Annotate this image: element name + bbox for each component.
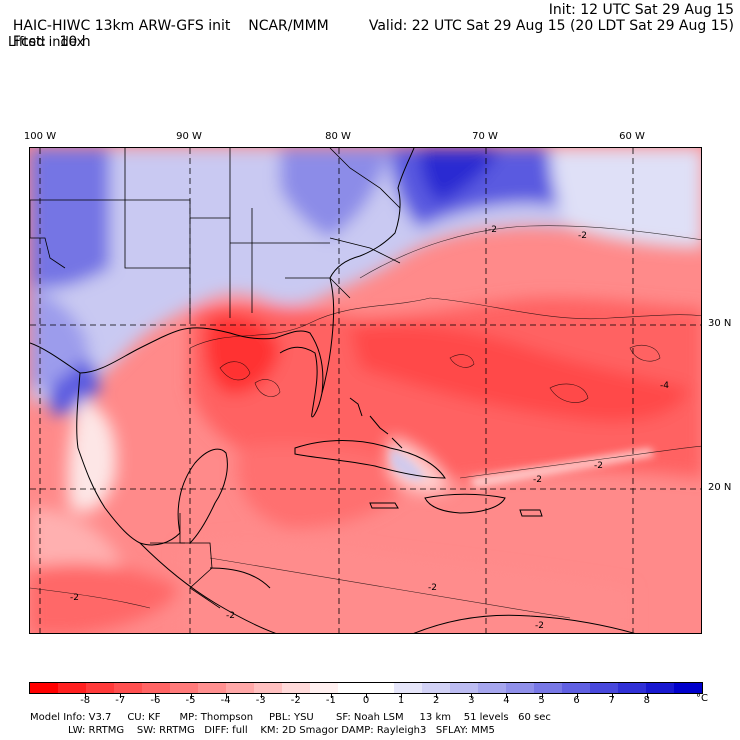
colorbar-tick-label: 3 xyxy=(468,695,475,706)
contour-label: -2 xyxy=(533,475,542,485)
colorbar-tick xyxy=(576,694,578,698)
model-info-line1: Model Info: V3.7 CU: KF MP: Thompson PBL… xyxy=(30,712,551,723)
colorbar-segment xyxy=(86,683,114,693)
colorbar-tick xyxy=(120,694,122,698)
colorbar-tick-label: -6 xyxy=(150,695,161,706)
colorbar-segment xyxy=(114,683,142,693)
colorbar-tick-label: -3 xyxy=(255,695,266,706)
lon-label-70w: 70 W xyxy=(472,131,498,142)
lat-label-30n: 30 N xyxy=(708,318,732,329)
map-canvas: -2 -2 -2 -2 -4 -2 -2 -2 -2 xyxy=(30,148,701,633)
colorbar-tick-label: 7 xyxy=(608,695,615,706)
colorbar-tick-label: -5 xyxy=(185,695,196,706)
colorbar-tick xyxy=(436,694,438,698)
colorbar-tick-label: -7 xyxy=(115,695,126,706)
shaded-field xyxy=(30,148,701,633)
colorbar-segment xyxy=(226,683,254,693)
colorbar-tick xyxy=(366,694,367,698)
colorbar-tick-label: 6 xyxy=(573,695,580,706)
colorbar-segment xyxy=(646,683,674,693)
colorbar-unit: °C xyxy=(696,693,708,704)
colorbar-segment xyxy=(506,683,534,693)
colorbar-segment xyxy=(30,683,58,693)
colorbar-segment xyxy=(674,683,702,693)
lon-label-80w: 80 W xyxy=(325,131,351,142)
colorbar-tick xyxy=(611,694,613,698)
colorbar-tick xyxy=(155,694,157,698)
colorbar-tick-label: -8 xyxy=(80,695,91,706)
colorbar-tick xyxy=(401,694,403,698)
lon-label-100w: 100 W xyxy=(23,131,57,142)
colorbar-segment xyxy=(450,683,478,693)
colorbar-segment xyxy=(590,683,618,693)
colorbar-segment xyxy=(58,683,86,693)
colorbar-segment xyxy=(366,683,394,693)
lat-label-20n: 20 N xyxy=(708,482,732,493)
contour-label: -2 xyxy=(226,611,235,621)
colorbar-tick-label: 4 xyxy=(503,695,510,706)
colorbar-segment xyxy=(142,683,170,693)
colorbar-tick xyxy=(190,694,192,698)
colorbar-segment xyxy=(478,683,506,693)
colorbar-tick xyxy=(85,694,87,698)
colorbar-segment xyxy=(394,683,422,693)
colorbar-segment xyxy=(618,683,646,693)
colorbar-segment xyxy=(338,683,366,693)
contour-label: -2 xyxy=(578,231,587,241)
contour-label: -2 xyxy=(535,621,544,631)
lon-label-60w: 60 W xyxy=(619,131,645,142)
colorbar-tick xyxy=(295,694,297,698)
colorbar-tick xyxy=(541,694,543,698)
colorbar-segment xyxy=(282,683,310,693)
colorbar-tick xyxy=(330,694,332,698)
colorbar-segment xyxy=(562,683,590,693)
colorbar-segment xyxy=(310,683,338,693)
model-title: HAIC-HIWC 13km ARW-GFS init NCAR/MMM xyxy=(12,18,329,34)
colorbar-segment xyxy=(170,683,198,693)
valid-time: Valid: 22 UTC Sat 29 Aug 15 (20 LDT Sat … xyxy=(368,18,734,34)
field-name: Lifted index xyxy=(8,35,85,50)
colorbar-tick xyxy=(260,694,262,698)
colorbar-tick xyxy=(471,694,473,698)
colorbar-tick-label: 5 xyxy=(538,695,545,706)
graticule xyxy=(30,148,701,633)
colorbar-tick-label: -4 xyxy=(220,695,231,706)
coastlines xyxy=(30,148,635,633)
contour-label: -4 xyxy=(660,381,669,391)
contour-label: -2 xyxy=(488,225,497,235)
init-time: Init: 12 UTC Sat 29 Aug 15 xyxy=(548,2,734,18)
colorbar-tick-label: 0 xyxy=(362,695,370,706)
contour-label-group: -2 -2 -2 -2 -4 -2 -2 -2 -2 xyxy=(70,225,669,631)
colorbar-tick-label: 2 xyxy=(433,695,440,706)
colorbar-segment xyxy=(254,683,282,693)
colorbar-segment xyxy=(422,683,450,693)
colorbar-tick-label: -1 xyxy=(325,695,336,706)
colorbar-tick-label: 8 xyxy=(643,695,650,706)
colorbar xyxy=(29,682,703,694)
colorbar-tick xyxy=(646,694,648,698)
colorbar-segment xyxy=(198,683,226,693)
lon-label-90w: 90 W xyxy=(176,131,202,142)
contour-label: -2 xyxy=(594,461,603,471)
colorbar-segment xyxy=(534,683,562,693)
contour-label: -2 xyxy=(70,593,79,603)
forecast-hour: Fcst: 10 h xyxy=(12,34,91,50)
model-info-line2: LW: RRTMG SW: RRTMG DIFF: full KM: 2D Sm… xyxy=(68,725,495,736)
lifted-index-map: -2 -2 -2 -2 -4 -2 -2 -2 -2 xyxy=(29,147,702,634)
colorbar-tick xyxy=(506,694,508,698)
colorbar-tick xyxy=(225,694,227,698)
colorbar-tick-label: 1 xyxy=(397,695,405,706)
contour-label: -2 xyxy=(428,583,437,593)
colorbar-tick-label: -2 xyxy=(290,695,301,706)
contour-lines xyxy=(30,225,701,619)
